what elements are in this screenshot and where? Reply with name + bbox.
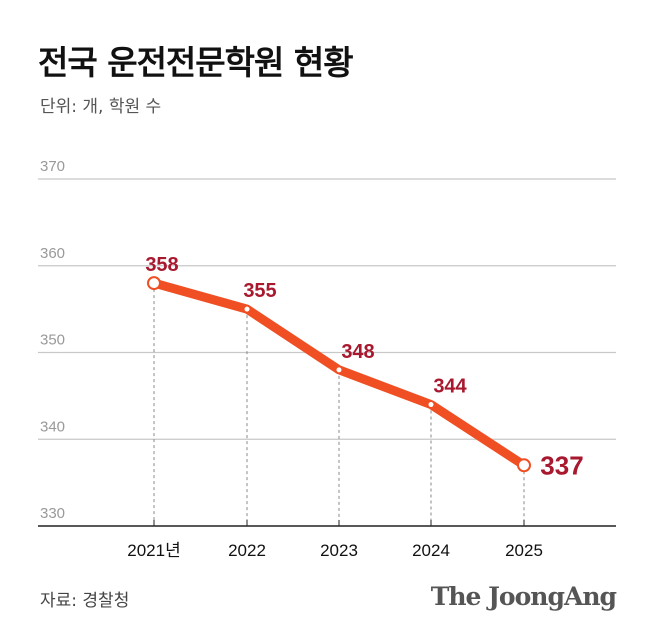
data-point bbox=[427, 401, 435, 409]
x-tick-label: 2022 bbox=[228, 541, 266, 560]
x-tick-label: 2023 bbox=[320, 541, 358, 560]
source-note: 자료: 경찰청 bbox=[40, 591, 130, 611]
data-label: 348 bbox=[341, 341, 374, 363]
y-tick-label: 340 bbox=[40, 418, 65, 435]
y-tick-label: 330 bbox=[40, 505, 65, 522]
publisher-logo: The JoongAng bbox=[430, 582, 617, 611]
data-point bbox=[517, 458, 531, 473]
data-point bbox=[335, 366, 343, 374]
data-label: 358 bbox=[145, 254, 178, 276]
chart-title: 전국 운전전문학원 현황 bbox=[38, 43, 354, 82]
data-label: 344 bbox=[433, 376, 467, 398]
y-tick-label: 350 bbox=[40, 332, 65, 349]
x-tick-label: 2025 bbox=[505, 541, 543, 560]
x-tick-label: 2021년 bbox=[127, 541, 180, 560]
chart-unit: 단위: 개, 학원 수 bbox=[40, 97, 162, 117]
y-tick-label: 370 bbox=[40, 158, 65, 175]
data-point bbox=[243, 305, 251, 313]
data-label: 355 bbox=[243, 280, 276, 302]
data-point bbox=[147, 276, 161, 291]
y-tick-label: 360 bbox=[40, 245, 65, 262]
x-tick-label: 2024 bbox=[412, 541, 450, 560]
data-label: 337 bbox=[540, 450, 583, 480]
